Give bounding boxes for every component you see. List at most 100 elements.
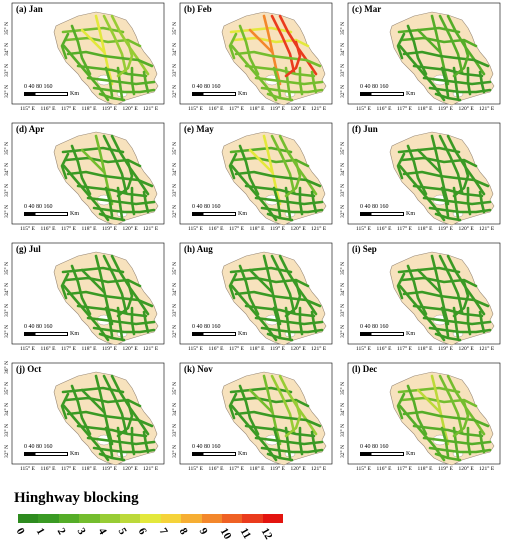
highway-segment [430,134,450,206]
longitude-tick: 121° E [479,106,495,112]
highway-segment [400,36,478,48]
scale-unit: Km [238,451,247,457]
scale-numbers: 0 40 80 160 [24,84,53,90]
longitude-tick: 121° E [143,346,159,352]
longitude-tick: 117° E [397,346,412,352]
panel-label: (j) Oct [16,364,42,374]
longitude-tick: 118° E [249,226,265,232]
longitude-tick: 121° E [311,106,327,112]
province-map [179,242,333,346]
highway-segment [416,28,442,54]
scale-numbers: 0 40 80 160 [24,204,53,210]
latitude-tick: 32° N [340,204,346,218]
highway-segment [92,446,156,454]
latitude-tick: 35° N [172,141,178,155]
longitude-tick: 116° E [40,106,56,112]
scale-unit: Km [70,91,79,97]
highway-segment [416,388,442,414]
highway-segment [130,306,136,336]
longitude-tick: 115° E [20,466,35,472]
scale-graphic [24,452,68,456]
panel-label: (l) Dec [352,364,378,374]
highway-segment [228,152,238,180]
longitude-tick: 115° E [188,226,203,232]
highway-segment [298,186,304,216]
map-panel: (j) Oct 0 40 80 160 Km 115° E 116° E 117° E 11… [4,361,166,477]
legend-swatch [262,514,284,523]
map-panel: (c) Mar 0 40 80 160 Km 115° E 116° E 117° E 11… [340,2,502,117]
highway-segment [80,268,106,294]
highway-segment [92,326,156,334]
highway-segment [230,404,278,462]
highway-segment [76,424,148,438]
highway-segment [232,276,310,288]
highway-segment [94,14,114,86]
highway-segment [142,430,150,454]
scale-unit: Km [238,211,247,217]
longitude-tick: 119° E [438,346,453,352]
legend-color-bar [18,514,284,523]
map-panel: (e) May 0 40 80 160 Km 115° E 116° E 117° E 11… [172,122,334,237]
legend-ticks: 0 1 2 3 4 5 6 7 8 9 10 11 12 [14,526,283,546]
highway-segment [452,306,460,340]
highway-segment [402,50,490,68]
longitude-tick: 119° E [438,226,453,232]
longitude-tick: 117° E [229,466,244,472]
scale-graphic [360,212,404,216]
panel-label: (e) May [184,124,214,134]
latitude-tick: 33° N [4,63,10,77]
panel-label: (i) Sep [352,244,377,254]
province-map [179,122,333,226]
longitude-tick: 117° E [397,466,412,472]
latitude-tick: 33° N [4,423,10,437]
latitude-tick: 35° N [340,261,346,275]
longitude-tick: 117° E [229,346,244,352]
map-frame [11,2,165,105]
highway-segment [102,254,128,314]
longitude-tick: 118° E [249,106,265,112]
longitude-tick: 120° E [122,466,138,472]
highway-segment [272,66,282,98]
scale-graphic [24,212,68,216]
highway-segment [452,66,460,100]
longitude-tick: 117° E [61,226,76,232]
longitude-tick: 117° E [397,226,412,232]
highway-segment [260,86,324,94]
highway-segment [234,50,322,68]
longitude-tick: 118° E [417,106,433,112]
longitude-tick: 121° E [311,226,327,232]
highway-segment [62,404,110,462]
province-map [347,2,501,106]
scale-graphic [192,212,236,216]
highway-segment [438,14,464,74]
highway-segment [62,284,110,342]
legend-swatch [79,514,100,523]
highway-segment [412,184,484,198]
highway-segment [400,276,478,288]
scale-graphic [192,332,236,336]
map-frame [347,2,501,105]
longitude-tick: 118° E [81,106,97,112]
province-map [179,362,333,466]
legend-tick-label: 7 [156,526,170,537]
highway-segment [92,86,156,94]
longitude-tick: 115° E [356,466,371,472]
map-frame [179,242,333,345]
legend-tick-label: 12 [258,526,275,542]
scale-numbers: 0 40 80 160 [360,444,389,450]
highway-segment [478,310,486,334]
longitude-tick: 120° E [122,106,138,112]
map-panel: (g) Jul 0 40 80 160 Km 115° E 116° E 117° E 11… [4,242,166,357]
latitude-tick: 33° N [172,303,178,317]
highway-segment [60,392,70,420]
longitude-tick: 119° E [438,106,453,112]
longitude-tick: 118° E [249,346,265,352]
highway-segment [60,32,70,60]
highway-segment [438,254,464,314]
legend-swatch [38,514,59,523]
longitude-tick: 116° E [208,466,224,472]
longitude-tick: 119° E [270,226,285,232]
highway-segment [130,186,136,216]
highway-segment [94,254,114,326]
longitude-tick: 115° E [188,346,203,352]
